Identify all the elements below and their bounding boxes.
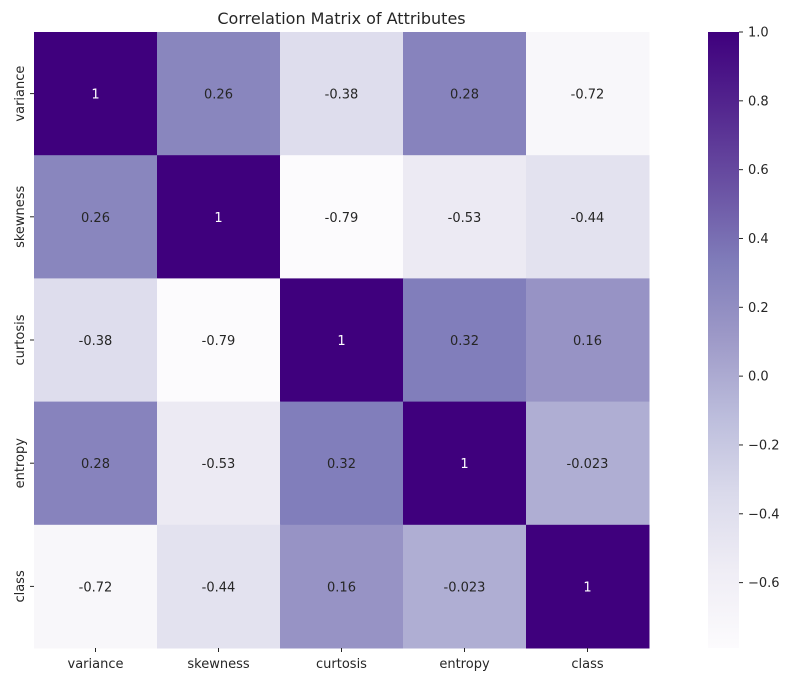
cell-value-label: -0.72 [79,580,113,595]
cell-value-label: 0.16 [573,334,602,349]
cell-value-label: -0.79 [202,334,236,349]
heatmap-cell [157,155,281,279]
colorbar-tick-label: −0.6 [748,576,780,591]
cell-value-label: -0.38 [325,88,359,103]
x-tick-label: variance [68,657,124,672]
heatmap-cell [526,32,650,156]
cell-value-label: -0.79 [325,211,359,226]
heatmap-cell [403,155,527,279]
heatmap-cell [280,524,404,649]
cell-value-label: -0.44 [202,580,236,595]
y-tick-label: skewness [13,185,28,247]
y-axis-ticks: variance skewness curtosis entropy class [13,66,34,603]
cell-value-label: 1 [460,457,468,472]
cell-value-label: 1 [337,334,345,349]
heatmap-cell [280,401,404,526]
colorbar-ticks: 1.0 0.8 0.6 0.4 0.2 0.0 −0.2 −0.4 −0.6 [739,26,780,591]
cell-value-label: -0.023 [567,457,609,472]
x-tick-label: skewness [187,657,249,672]
heatmap-cell [280,278,404,403]
colorbar-tick-label: 0.8 [748,94,769,109]
y-tick-label: class [13,570,28,602]
colorbar-tick-label: 0.2 [748,301,769,316]
heatmap-cell [34,524,158,649]
heatmap-cell [403,278,527,403]
x-axis-ticks: variance skewness curtosis entropy class [68,648,604,672]
heatmap-cell [34,278,158,403]
heatmap-cell [526,524,650,649]
cell-value-label: 0.26 [204,88,233,103]
colorbar [708,32,739,648]
y-tick-label: entropy [13,438,28,489]
chart-title: Correlation Matrix of Attributes [217,9,465,28]
cell-value-label: 0.28 [81,457,110,472]
colorbar-tick-label: 0.4 [748,232,769,247]
heatmap-cell [526,401,650,526]
cell-value-label: 0.32 [327,457,356,472]
heatmap-cell [157,278,281,403]
heatmap-cell [34,155,158,279]
x-tick-label: entropy [439,657,490,672]
heatmap-cell [526,155,650,279]
heatmap-cell [157,32,281,156]
heatmap-cell [280,32,404,156]
cell-value-label: 0.26 [81,211,110,226]
colorbar-tick-label: −0.4 [748,507,780,522]
cell-value-label: -0.023 [444,580,486,595]
heatmap-cells: 1 0.26 -0.38 0.28 -0.72 0.26 1 -0.79 -0.53 -0.44 -… [34,32,650,649]
colorbar-tick-label: 1.0 [748,26,769,41]
y-tick-label: curtosis [13,314,28,365]
cell-value-label: -0.44 [571,211,605,226]
heatmap-cell [34,32,158,156]
x-tick-label: class [571,657,603,672]
cell-value-label: 1 [583,580,591,595]
cell-value-label: 1 [214,211,222,226]
cell-value-label: 0.32 [450,334,479,349]
heatmap-cell [34,401,158,526]
cell-value-label: -0.53 [202,457,236,472]
cell-value-label: 1 [91,88,99,103]
heatmap-cell [526,278,650,403]
heatmap-cell [157,401,281,526]
cell-value-label: 0.16 [327,580,356,595]
cell-value-label: -0.72 [571,88,605,103]
heatmap-cell [280,155,404,279]
heatmap-cell [403,32,527,156]
colorbar-tick-label: −0.2 [748,438,780,453]
heatmap-cell [403,401,527,526]
y-tick-label: variance [13,66,28,122]
heatmap-cell [157,524,281,649]
x-tick-label: curtosis [316,657,367,672]
cell-value-label: 0.28 [450,88,479,103]
colorbar-tick-label: 0.6 [748,163,769,178]
colorbar-tick-label: 0.0 [748,370,769,385]
cell-value-label: -0.53 [448,211,482,226]
heatmap-cell [403,524,527,649]
cell-value-label: -0.38 [79,334,113,349]
